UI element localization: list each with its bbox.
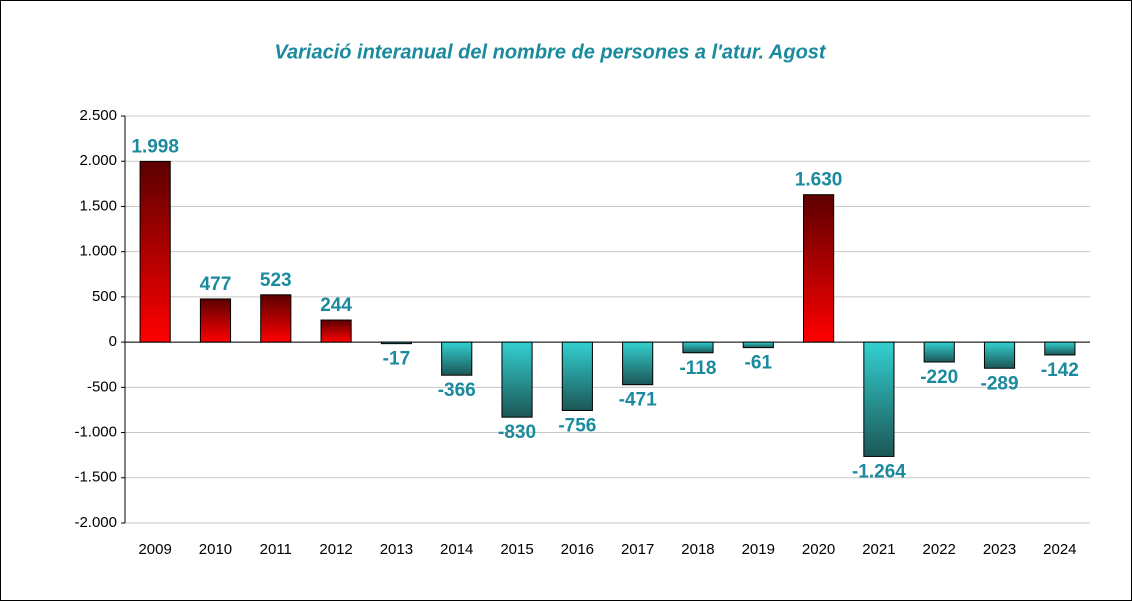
bar xyxy=(320,319,352,343)
bar xyxy=(682,341,714,354)
bar xyxy=(983,341,1016,369)
data-label: 244 xyxy=(320,295,352,316)
bar xyxy=(260,294,292,343)
x-tick-label: 2019 xyxy=(742,541,775,558)
y-tick-label: 0 xyxy=(109,333,117,350)
x-tick-label: 2022 xyxy=(923,541,956,558)
bar xyxy=(380,341,412,345)
bar xyxy=(622,341,654,386)
data-label: 1.998 xyxy=(131,136,179,157)
x-tick-label: 2018 xyxy=(681,541,714,558)
bar xyxy=(1044,341,1076,356)
data-label: -366 xyxy=(438,380,476,401)
bar xyxy=(199,298,232,343)
y-tick-label: -1.000 xyxy=(74,424,117,441)
y-tick-label: 2.500 xyxy=(79,107,117,124)
bar xyxy=(501,341,533,418)
y-tick-label: -500 xyxy=(87,378,117,395)
x-tick-label: 2015 xyxy=(500,541,533,558)
bar xyxy=(863,341,895,457)
y-tick-label: 500 xyxy=(92,288,117,305)
data-label: -142 xyxy=(1041,360,1079,381)
y-tick-label: -2.000 xyxy=(74,514,117,531)
data-label: -118 xyxy=(679,358,716,379)
y-tick-label: 1.500 xyxy=(79,197,117,214)
data-label: -17 xyxy=(383,349,410,370)
bar xyxy=(441,341,473,376)
bar xyxy=(561,341,593,411)
x-tick-label: 2020 xyxy=(802,541,835,558)
bar xyxy=(139,160,171,343)
data-label: -830 xyxy=(498,422,536,443)
x-tick-label: 2011 xyxy=(260,541,292,558)
x-tick-label: 2010 xyxy=(199,541,232,558)
data-label: -220 xyxy=(920,367,958,388)
x-tick-label: 2017 xyxy=(621,541,654,558)
x-tick-label: 2012 xyxy=(319,541,352,558)
y-tick-label: 1.000 xyxy=(79,243,117,260)
chart-title: Variació interanual del nombre de person… xyxy=(274,41,827,63)
x-tick-label: 2023 xyxy=(983,541,1016,558)
x-tick-label: 2021 xyxy=(862,541,895,558)
bar xyxy=(923,341,955,363)
bar xyxy=(742,341,774,349)
data-label: -756 xyxy=(558,416,596,437)
bar xyxy=(803,194,835,343)
x-tick-label: 2016 xyxy=(561,541,594,558)
y-tick-label: 2.000 xyxy=(79,152,117,169)
x-tick-label: 2009 xyxy=(138,541,171,558)
data-label: 1.630 xyxy=(795,170,843,191)
y-tick-label: -1.500 xyxy=(74,469,117,486)
data-label: 523 xyxy=(260,270,292,291)
data-label: -471 xyxy=(619,390,657,411)
data-label: -289 xyxy=(981,373,1019,394)
x-tick-label: 2024 xyxy=(1043,541,1076,558)
x-tick-label: 2013 xyxy=(380,541,413,558)
data-label: -61 xyxy=(745,353,773,374)
data-label: -1.264 xyxy=(852,461,906,482)
x-tick-label: 2014 xyxy=(440,541,473,558)
data-label: 477 xyxy=(200,274,232,295)
